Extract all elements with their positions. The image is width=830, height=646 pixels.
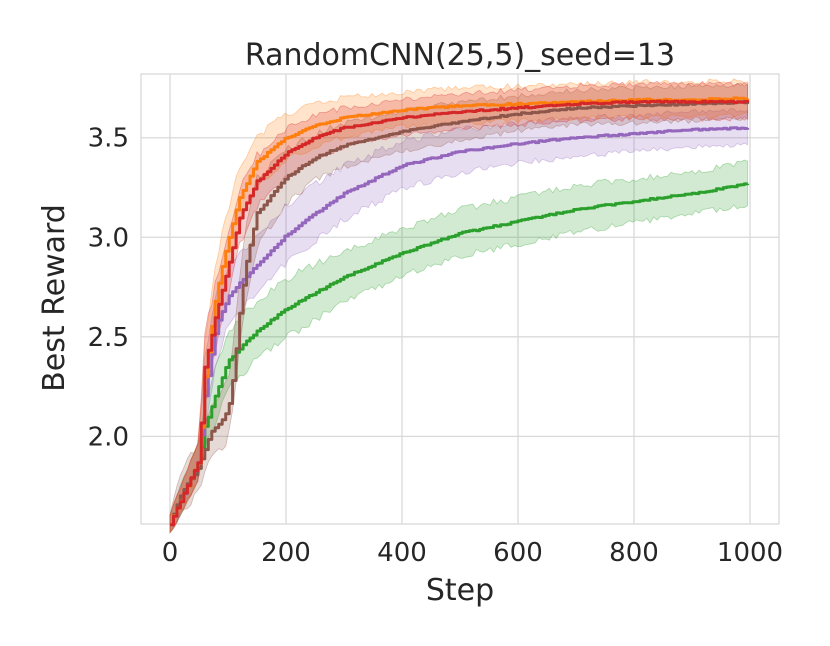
- x-tick-label: 200: [261, 538, 311, 568]
- y-axis-label: Best Reward: [37, 204, 72, 392]
- x-tick-label: 400: [377, 538, 427, 568]
- series-line: [170, 182, 750, 526]
- x-tick-label: 1000: [717, 538, 783, 568]
- series-band: [169, 78, 749, 534]
- grid-lines: [141, 74, 779, 524]
- y-tick-label: 3.5: [88, 124, 129, 154]
- y-tick-label: 3.0: [88, 223, 129, 253]
- chart-title: RandomCNN(25,5)_seed=13: [245, 38, 675, 73]
- series-band: [169, 82, 749, 534]
- series-line: [170, 99, 750, 527]
- x-tick-label: 800: [609, 538, 659, 568]
- series-line: [170, 126, 750, 527]
- series-line: [170, 100, 750, 526]
- y-tick-label: 2.0: [88, 422, 129, 452]
- y-tick-label: 2.5: [88, 323, 129, 353]
- x-tick-label: 600: [493, 538, 543, 568]
- plot-frame: [140, 73, 780, 525]
- x-axis-label: Step: [426, 573, 494, 608]
- x-tick-label: 0: [162, 538, 179, 568]
- confidence-bands: [169, 78, 749, 534]
- series-line: [170, 96, 750, 526]
- series-lines: [170, 96, 750, 527]
- tick-labels: 0 200 400 600 800 1000 2.0 2.5 3.0 3.5: [88, 124, 783, 568]
